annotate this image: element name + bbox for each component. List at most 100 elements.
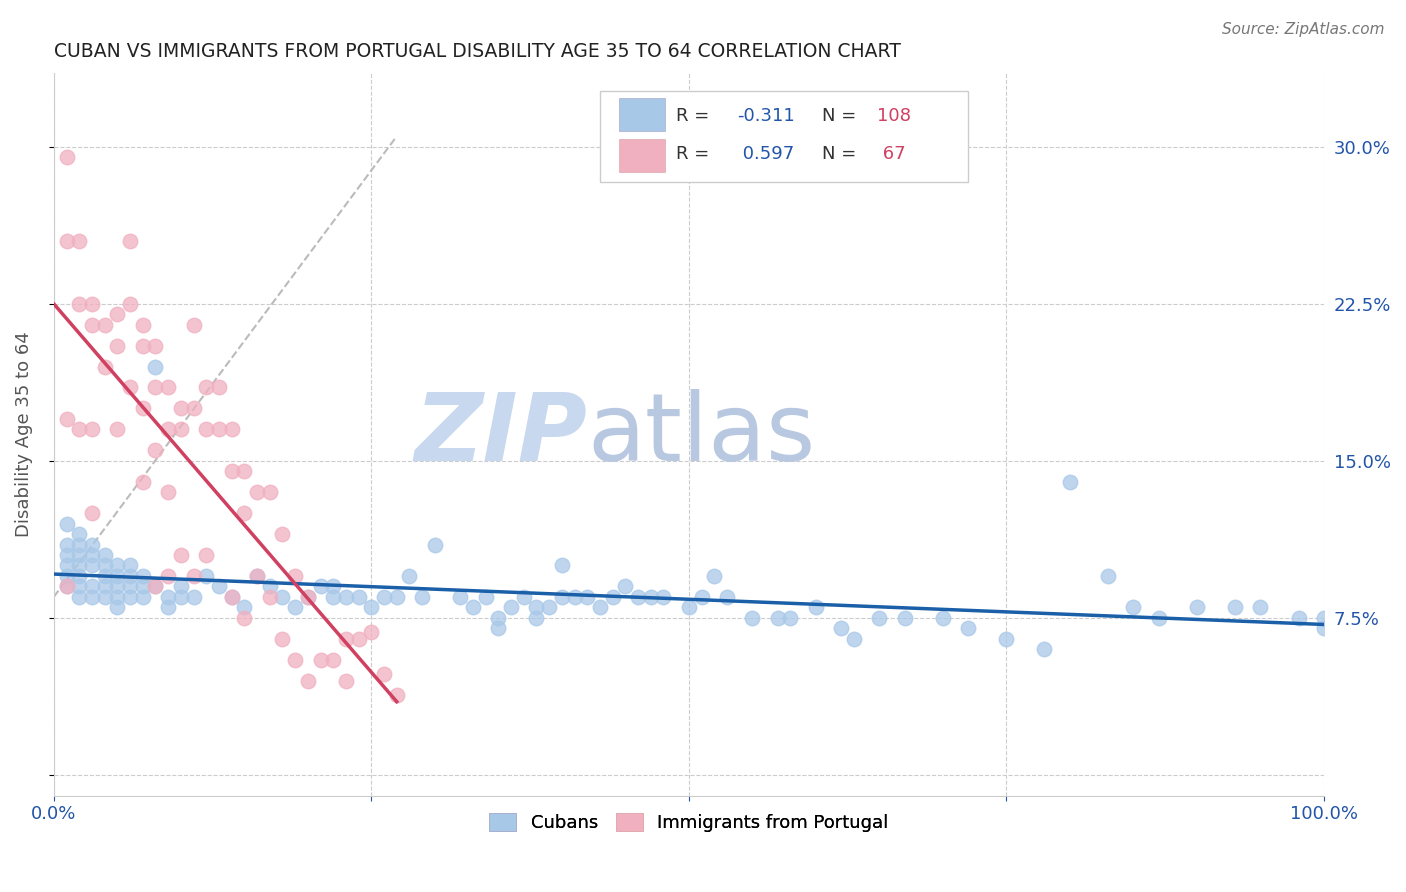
Point	[1097, 569, 1119, 583]
Point	[93, 569, 115, 583]
Text: N =: N =	[823, 145, 862, 163]
Point	[132, 590, 155, 604]
Point	[80, 422, 103, 436]
Point	[233, 600, 256, 615]
Point	[1122, 600, 1144, 615]
Point	[779, 611, 801, 625]
Point	[55, 234, 77, 248]
Point	[513, 590, 536, 604]
Point	[360, 625, 382, 640]
Point	[105, 600, 128, 615]
Point	[183, 590, 205, 604]
Point	[360, 600, 382, 615]
Point	[322, 590, 344, 604]
Point	[703, 569, 725, 583]
Point	[105, 590, 128, 604]
Point	[132, 338, 155, 352]
Point	[804, 600, 827, 615]
Point	[183, 401, 205, 416]
Point	[157, 380, 180, 394]
Point	[284, 569, 307, 583]
Point	[93, 318, 115, 332]
Point	[335, 673, 357, 688]
Text: CUBAN VS IMMIGRANTS FROM PORTUGAL DISABILITY AGE 35 TO 64 CORRELATION CHART: CUBAN VS IMMIGRANTS FROM PORTUGAL DISABI…	[53, 42, 901, 61]
Legend: Cubans, Immigrants from Portugal: Cubans, Immigrants from Portugal	[479, 804, 897, 841]
Point	[118, 569, 141, 583]
Point	[423, 537, 446, 551]
Point	[589, 600, 612, 615]
Point	[145, 380, 167, 394]
Point	[208, 380, 231, 394]
Point	[67, 422, 90, 436]
Point	[118, 297, 141, 311]
Point	[309, 579, 332, 593]
Point	[145, 579, 167, 593]
Point	[118, 558, 141, 573]
Point	[297, 590, 319, 604]
Point	[55, 537, 77, 551]
Point	[170, 590, 193, 604]
Text: ZIP: ZIP	[415, 389, 588, 481]
Point	[297, 673, 319, 688]
Point	[385, 688, 408, 702]
Point	[716, 590, 738, 604]
Point	[602, 590, 624, 604]
Point	[233, 464, 256, 478]
Point	[67, 527, 90, 541]
FancyBboxPatch shape	[619, 98, 665, 131]
Point	[221, 590, 243, 604]
Point	[652, 590, 675, 604]
Point	[55, 516, 77, 531]
Point	[93, 579, 115, 593]
Point	[221, 590, 243, 604]
Point	[347, 632, 370, 646]
Point	[105, 579, 128, 593]
Point	[195, 422, 218, 436]
Point	[1147, 611, 1170, 625]
Point	[145, 443, 167, 458]
Point	[80, 590, 103, 604]
Point	[93, 590, 115, 604]
Point	[741, 611, 763, 625]
Text: atlas: atlas	[588, 389, 815, 481]
Point	[80, 297, 103, 311]
Point	[55, 579, 77, 593]
Text: Source: ZipAtlas.com: Source: ZipAtlas.com	[1222, 22, 1385, 37]
Point	[627, 590, 650, 604]
Point	[322, 653, 344, 667]
Point	[157, 485, 180, 500]
Point	[183, 569, 205, 583]
Text: -0.311: -0.311	[737, 107, 794, 125]
Point	[398, 569, 420, 583]
Point	[1059, 475, 1081, 489]
Point	[1288, 611, 1310, 625]
Point	[55, 569, 77, 583]
Point	[67, 579, 90, 593]
Text: 0.597: 0.597	[737, 145, 794, 163]
Text: R =: R =	[676, 107, 716, 125]
Point	[1313, 611, 1336, 625]
Point	[67, 569, 90, 583]
Point	[640, 590, 662, 604]
Point	[145, 579, 167, 593]
Point	[373, 590, 395, 604]
Point	[576, 590, 599, 604]
Point	[145, 338, 167, 352]
Text: 67: 67	[877, 145, 905, 163]
Point	[55, 150, 77, 164]
Point	[67, 548, 90, 562]
Point	[461, 600, 484, 615]
Point	[271, 632, 294, 646]
Point	[385, 590, 408, 604]
Point	[271, 527, 294, 541]
Point	[157, 600, 180, 615]
Point	[690, 590, 713, 604]
Point	[118, 579, 141, 593]
Point	[105, 558, 128, 573]
Point	[208, 579, 231, 593]
Point	[80, 548, 103, 562]
Point	[335, 590, 357, 604]
Point	[246, 485, 269, 500]
Point	[221, 422, 243, 436]
Point	[474, 590, 496, 604]
